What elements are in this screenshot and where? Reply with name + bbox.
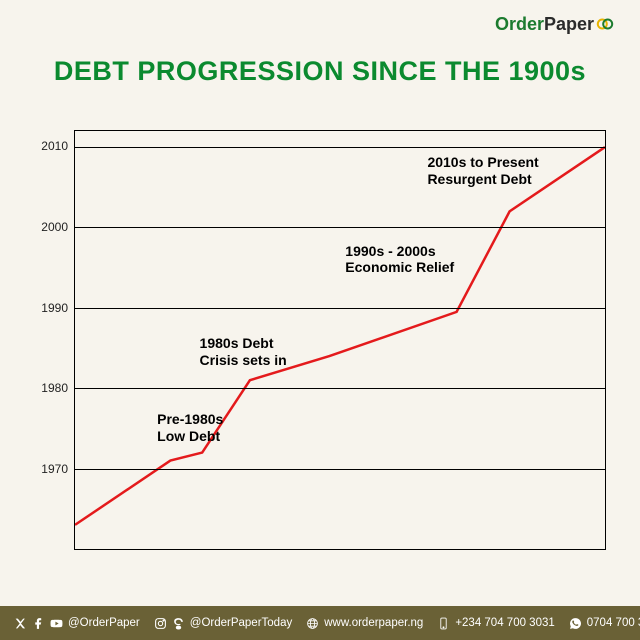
y-tick-label: 1980 xyxy=(41,381,68,395)
footer-text: @OrderPaperToday xyxy=(190,617,292,629)
chart-annotation: 2010s to PresentResurgent Debt xyxy=(427,154,538,188)
f-icon xyxy=(32,617,45,630)
debt-chart: 1970 1980 1990 2000 2010 Pre-1980sLow Debt 19… xyxy=(34,130,606,550)
footer-item: @OrderPaperToday xyxy=(154,617,292,630)
th-icon xyxy=(172,617,185,630)
footer-item: 0704 700 3032 xyxy=(569,617,640,630)
phone-icon xyxy=(437,617,450,630)
wa-icon xyxy=(569,617,582,630)
grid-line xyxy=(75,388,605,389)
page-title: DEBT PROGRESSION SINCE THE 1900s xyxy=(0,56,640,87)
footer-text: www.orderpaper.ng xyxy=(324,617,423,629)
chart-line xyxy=(75,131,605,549)
chart-annotation: 1990s - 2000sEconomic Relief xyxy=(345,243,454,277)
x-icon xyxy=(14,617,27,630)
ig-icon xyxy=(154,617,167,630)
brand-part2: Paper xyxy=(544,14,594,34)
grid-line xyxy=(75,308,605,309)
brand-part1: Order xyxy=(495,14,544,34)
footer-text: @OrderPaper xyxy=(68,617,140,629)
footer-text: 0704 700 3032 xyxy=(587,617,640,629)
footer-item: +234 704 700 3031 xyxy=(437,617,554,630)
footer-item: www.orderpaper.ng xyxy=(306,617,423,630)
grid-line xyxy=(75,147,605,148)
footer-item: @OrderPaper xyxy=(14,617,140,630)
yt-icon xyxy=(50,617,63,630)
y-tick-label: 2010 xyxy=(41,139,68,153)
chart-annotation: 1980s DebtCrisis sets in xyxy=(200,335,287,369)
chart-annotation: Pre-1980sLow Debt xyxy=(157,412,223,446)
globe-icon xyxy=(306,617,319,630)
brand-logo: OrderPaper xyxy=(495,14,614,35)
y-tick-label: 2000 xyxy=(41,220,68,234)
plot-area: Pre-1980sLow Debt 1980s DebtCrisis sets i… xyxy=(74,130,606,550)
y-axis-labels: 1970 1980 1990 2000 2010 xyxy=(34,130,74,550)
y-tick-label: 1990 xyxy=(41,301,68,315)
footer-bar: @OrderPaper @OrderPaperToday www.orderpape… xyxy=(0,606,640,640)
grid-line xyxy=(75,227,605,228)
footer-text: +234 704 700 3031 xyxy=(455,617,554,629)
y-tick-label: 1970 xyxy=(41,462,68,476)
grid-line xyxy=(75,469,605,470)
brand-swirl-icon xyxy=(596,15,614,33)
